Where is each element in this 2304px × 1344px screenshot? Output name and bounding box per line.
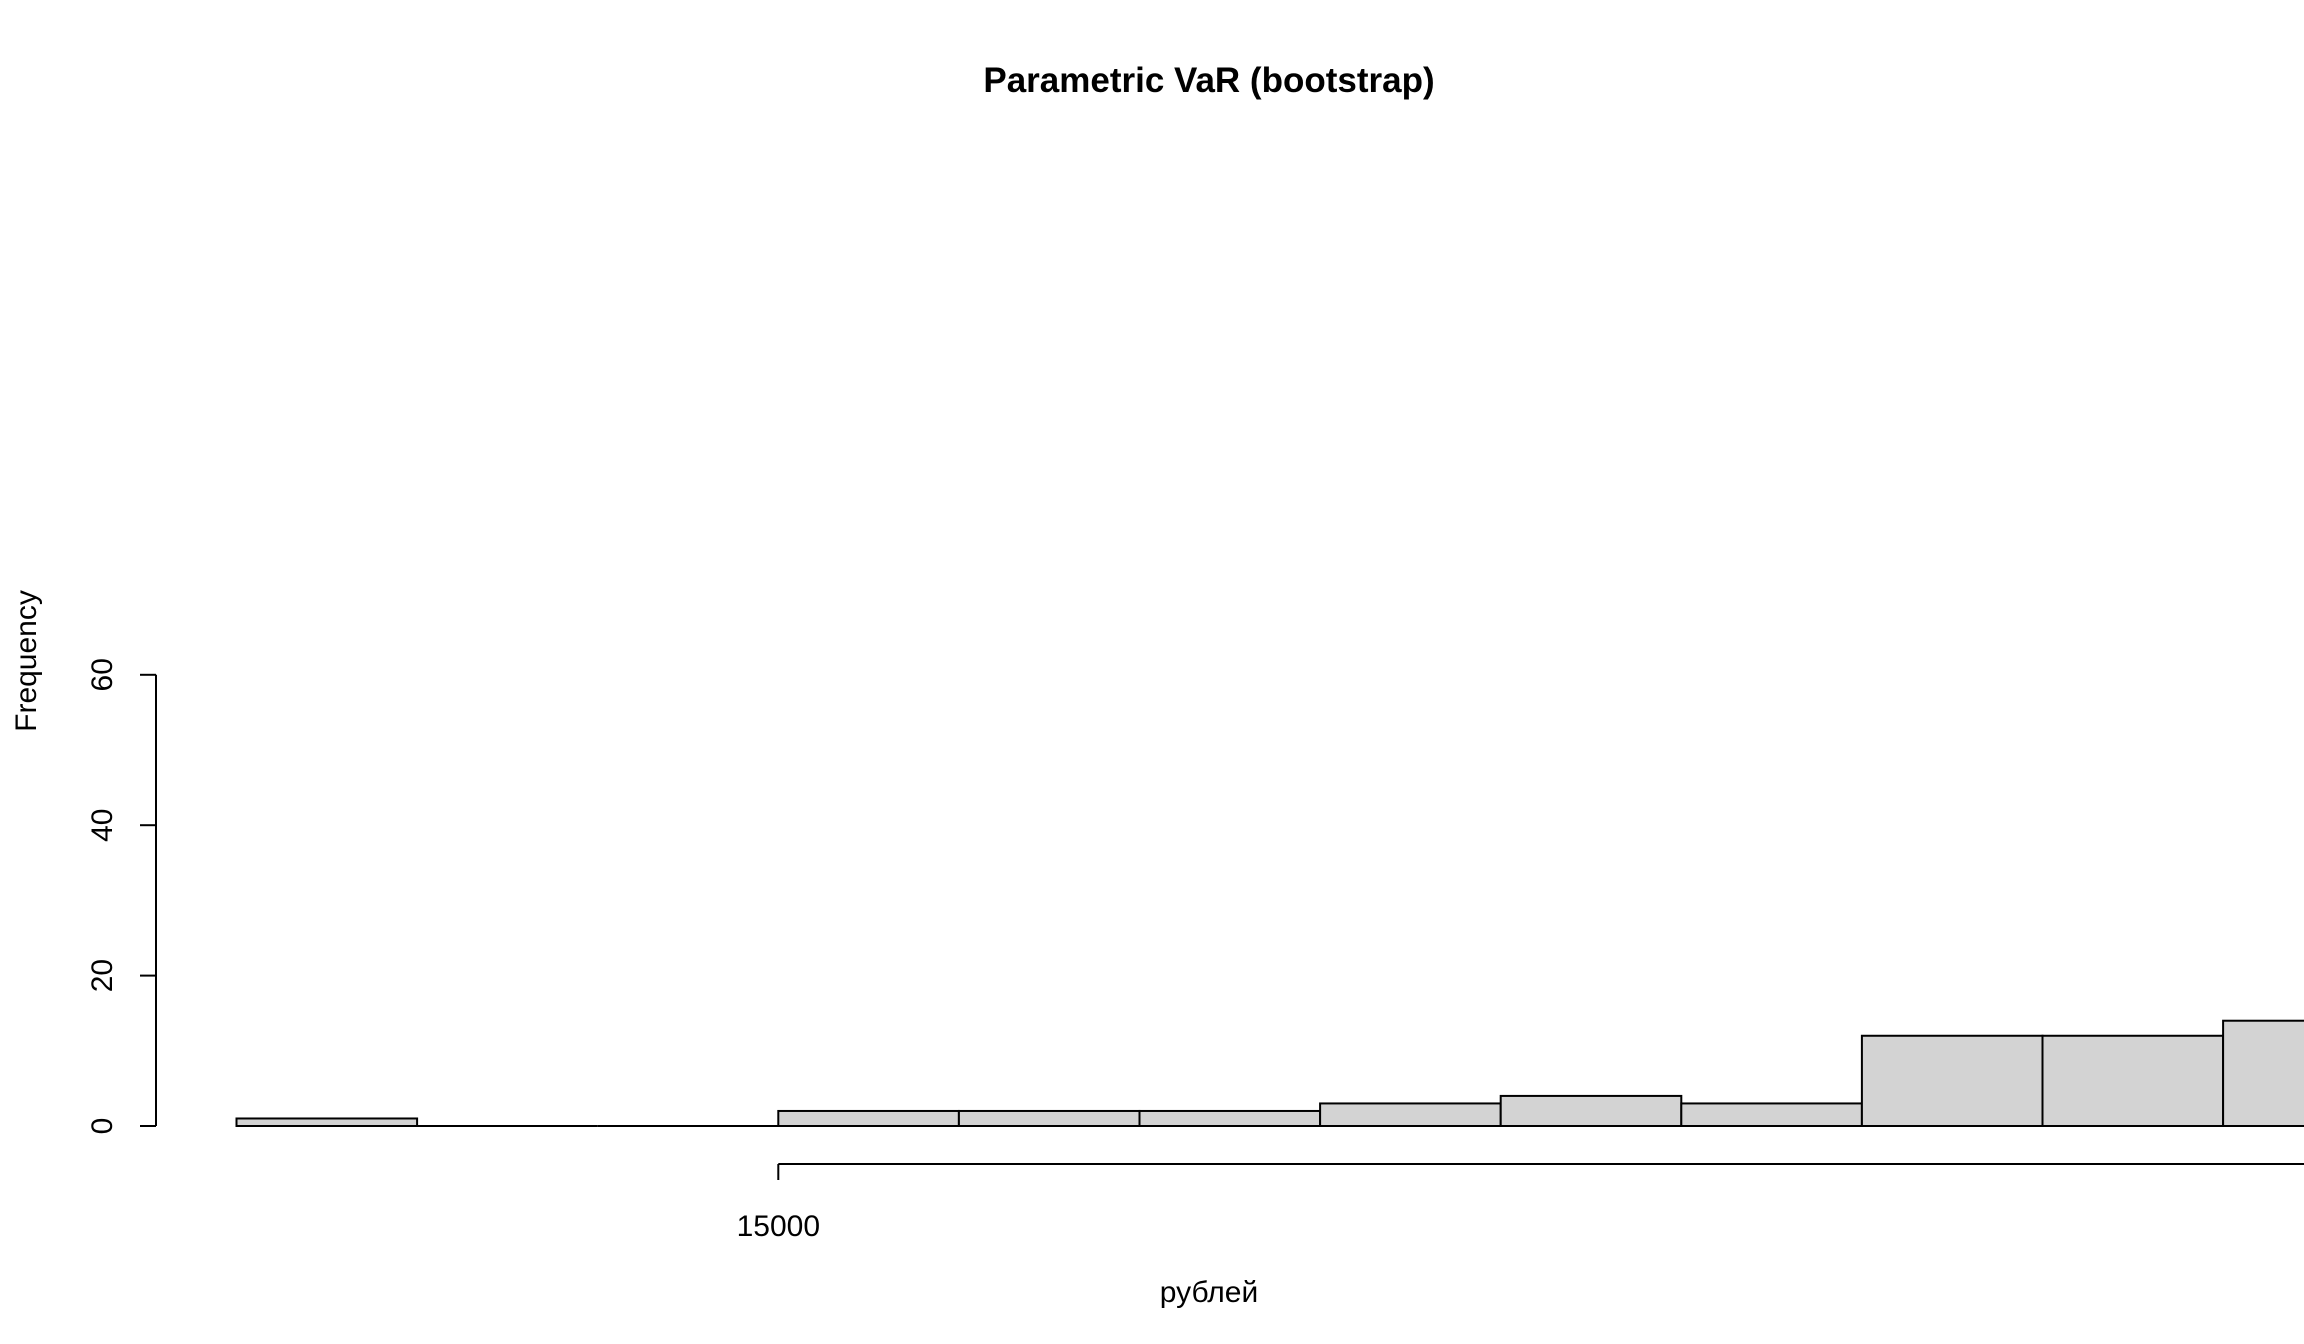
bars-group (235, 1019, 2304, 1128)
histogram-bar (2222, 1019, 2304, 1127)
y-axis-label: Frequency (10, 590, 43, 732)
histogram-bar (957, 1109, 1141, 1127)
histogram-bar (1499, 1094, 1683, 1128)
histogram-bar (235, 1117, 419, 1127)
x-tick-label: 15000 (737, 1210, 820, 1243)
y-tick-label: 60 (86, 658, 119, 691)
y-axis: 0 20 40 60 (86, 658, 157, 1135)
x-axis: 1500016000170001800019000 (737, 1163, 2304, 1243)
y-tick-label: 40 (86, 809, 119, 842)
y-tick-label: 0 (86, 1118, 119, 1135)
histogram-bar (2041, 1034, 2225, 1128)
histogram-bar (777, 1109, 960, 1127)
histogram-bar (1138, 1109, 1322, 1127)
y-tick-label: 20 (86, 959, 119, 992)
histogram-bar (1680, 1102, 1863, 1127)
chart-title: Parametric VaR (bootstrap) (983, 61, 1434, 100)
histogram-bar (1860, 1034, 2044, 1128)
histogram-bar (1319, 1102, 1502, 1127)
x-axis-label: рублей (1160, 1276, 1258, 1309)
